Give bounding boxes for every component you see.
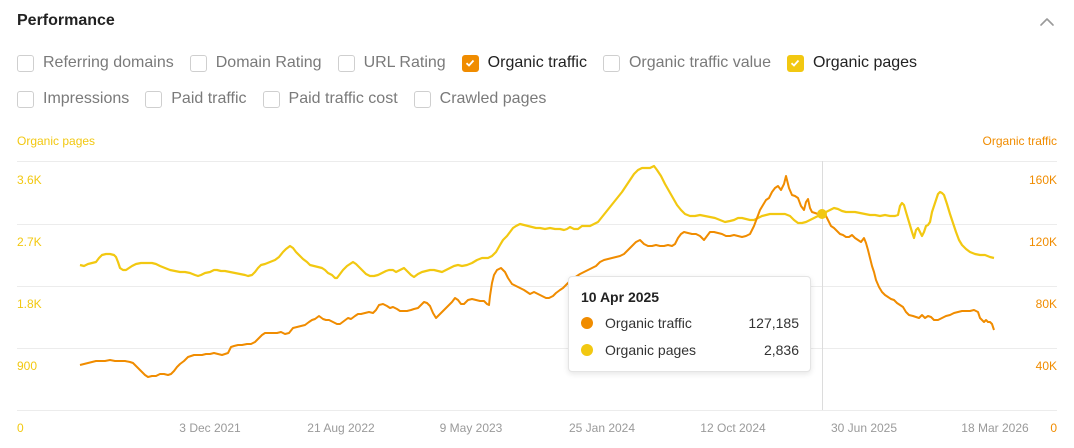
checkbox[interactable]: [189, 54, 207, 72]
checkbox[interactable]: [145, 90, 163, 108]
right-tick: 0: [1050, 421, 1057, 435]
filter-label: Domain Rating: [215, 54, 322, 71]
chevron-up-icon: [1040, 18, 1054, 26]
filter-organic-traffic[interactable]: Organic traffic: [461, 54, 587, 72]
filter-label: Paid traffic cost: [288, 90, 398, 107]
filter-label: Impressions: [43, 90, 130, 107]
x-tick: 3 Dec 2021: [179, 421, 241, 435]
checkbox[interactable]: [602, 54, 620, 72]
left-tick: 900: [17, 359, 38, 373]
section-title: Performance: [17, 12, 115, 29]
x-tick: 21 Aug 2022: [307, 421, 375, 435]
gridlines: [17, 161, 1057, 411]
tooltip-series-name: Organic traffic: [605, 314, 692, 331]
filter-label: Organic pages: [812, 54, 918, 71]
filter-row-2: Impressions Paid traffic Paid traffic co…: [17, 88, 1057, 110]
left-axis-title: Organic pages: [17, 134, 96, 148]
right-tick: 160K: [1028, 173, 1057, 187]
checkbox[interactable]: [262, 90, 280, 108]
filter-referring-domains[interactable]: Referring domains: [17, 54, 174, 72]
filter-impressions[interactable]: Impressions: [17, 90, 129, 108]
left-tick: 3.6K: [17, 173, 42, 187]
chart-tooltip: 10 Apr 2025 Organic traffic 127,185 Orga…: [568, 276, 811, 372]
series-dot-icon: [581, 316, 593, 329]
filter-paid-traffic-cost[interactable]: Paid traffic cost: [262, 90, 398, 108]
filter-paid-traffic[interactable]: Paid traffic: [145, 90, 247, 108]
filter-label: URL Rating: [363, 54, 446, 71]
x-tick: 12 Oct 2024: [700, 421, 766, 435]
filter-domain-rating[interactable]: Domain Rating: [189, 54, 322, 72]
tooltip-series-value: 2,836: [763, 341, 799, 358]
right-tick: 120K: [1028, 235, 1057, 249]
filter-label: Referring domains: [43, 54, 174, 71]
x-tick: 30 Jun 2025: [830, 421, 898, 435]
collapse-button[interactable]: [1036, 12, 1058, 32]
filter-organic-pages[interactable]: Organic pages: [786, 54, 918, 72]
filter-label: Crawled pages: [439, 90, 547, 107]
checkbox[interactable]: [17, 54, 34, 72]
left-tick: 1.8K: [17, 297, 42, 311]
filter-url-rating[interactable]: URL Rating: [337, 54, 446, 72]
series-dot-icon: [581, 343, 593, 356]
filter-label: Organic traffic value: [628, 54, 771, 71]
filter-label: Organic traffic: [487, 54, 587, 71]
x-tick: 25 Jan 2024: [568, 421, 636, 435]
tooltip-series-name: Organic pages: [605, 341, 697, 358]
organic-traffic-line: [79, 175, 995, 378]
right-tick: 40K: [1035, 359, 1057, 373]
right-axis-title: Organic traffic: [982, 134, 1057, 148]
x-tick: 18 Mar 2026: [961, 421, 1029, 435]
tooltip-date: 10 Apr 2025: [581, 289, 660, 305]
checkbox-checked[interactable]: [786, 54, 804, 72]
filter-crawled-pages[interactable]: Crawled pages: [413, 90, 547, 108]
filter-row-1: Referring domains Domain Rating URL Rati…: [17, 52, 1057, 74]
left-tick: 0: [17, 421, 24, 435]
metric-filters: Referring domains Domain Rating URL Rati…: [17, 52, 1057, 124]
tooltip-row-organic-pages: Organic pages 2,836: [581, 340, 799, 359]
left-tick: 2.7K: [17, 235, 42, 249]
x-tick: 9 May 2023: [439, 421, 503, 435]
checkmark-icon: [466, 59, 475, 67]
tooltip-series-value: 127,185: [748, 314, 799, 331]
tooltip-row-organic-traffic: Organic traffic 127,185: [581, 313, 799, 332]
organic-pages-line: [79, 164, 995, 280]
checkmark-icon: [791, 59, 800, 67]
checkbox[interactable]: [17, 90, 34, 108]
checkbox[interactable]: [337, 54, 355, 72]
right-tick: 80K: [1035, 297, 1057, 311]
checkbox-checked[interactable]: [461, 54, 479, 72]
filter-organic-traffic-value[interactable]: Organic traffic value: [602, 54, 771, 72]
hover-marker: [817, 209, 827, 219]
filter-label: Paid traffic: [171, 90, 247, 107]
checkbox[interactable]: [413, 90, 431, 108]
